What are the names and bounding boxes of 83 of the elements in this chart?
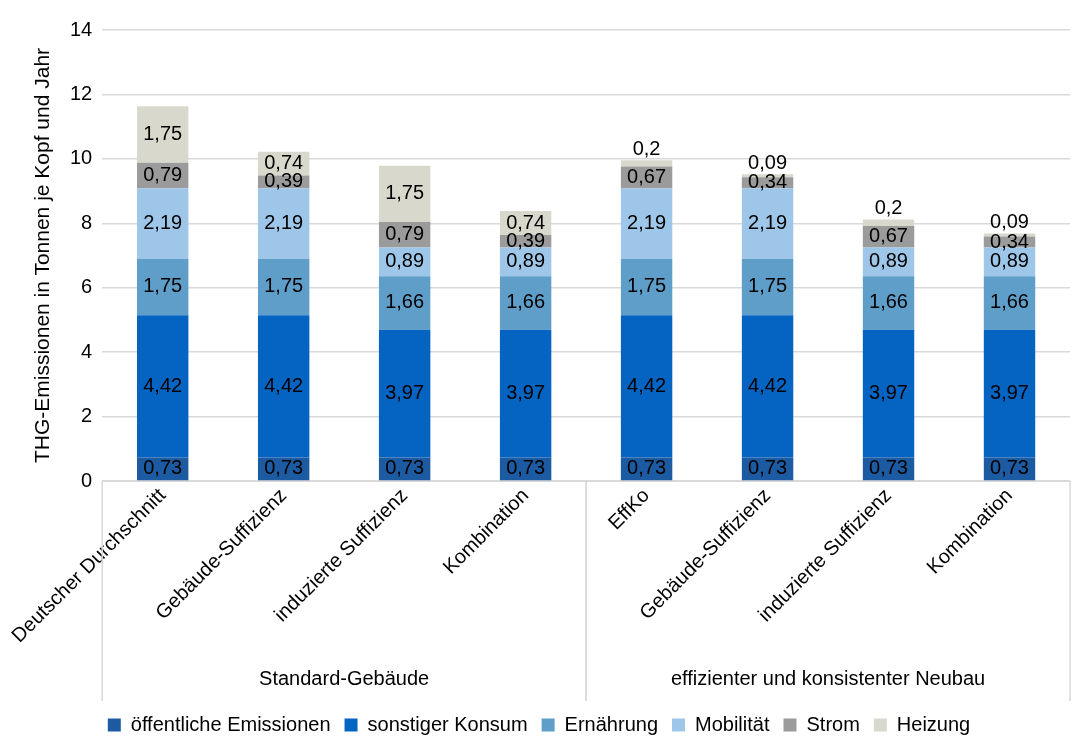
data-label: 0,73 xyxy=(748,456,788,479)
bar xyxy=(378,329,431,458)
bar xyxy=(136,315,189,458)
bar xyxy=(257,315,310,458)
data-label: 0,73 xyxy=(990,456,1029,479)
data-label: 0,67 xyxy=(627,164,667,187)
data-label: 0,89 xyxy=(869,249,909,272)
bar xyxy=(620,258,673,316)
data-label: 2,19 xyxy=(264,210,304,233)
bar xyxy=(257,258,310,316)
data-label: 3,97 xyxy=(506,381,546,404)
data-label: 1,75 xyxy=(264,274,304,297)
bar xyxy=(620,160,673,167)
data-label: 0,74 xyxy=(506,210,546,233)
bar xyxy=(862,219,915,226)
data-label: 0,09 xyxy=(748,150,788,173)
data-label: 1,75 xyxy=(143,122,183,145)
data-label: 3,97 xyxy=(385,381,425,404)
legend-label: Strom xyxy=(806,712,860,735)
data-label: 0,2 xyxy=(632,136,661,159)
data-label: 1,75 xyxy=(385,181,425,204)
y-tick-label: 12 xyxy=(69,81,93,104)
data-label: 4,42 xyxy=(627,373,667,396)
bar xyxy=(862,329,915,458)
data-label: 4,42 xyxy=(264,373,304,396)
data-label: 0,89 xyxy=(385,249,425,272)
data-label: 1,75 xyxy=(143,274,183,297)
bar xyxy=(499,276,552,330)
data-label: 4,42 xyxy=(143,373,183,396)
data-label: 1,66 xyxy=(506,290,546,313)
data-label: 0,74 xyxy=(264,151,304,174)
bar xyxy=(378,276,431,330)
y-tick-label: 8 xyxy=(81,210,93,233)
y-tick-label: 10 xyxy=(69,146,93,169)
data-label: 4,42 xyxy=(748,373,788,396)
data-label: 0,89 xyxy=(506,249,546,272)
legend-label: Mobilität xyxy=(695,712,770,735)
y-tick-label: 6 xyxy=(81,275,93,298)
bar xyxy=(741,258,794,316)
bar xyxy=(620,188,673,259)
bar xyxy=(378,165,431,223)
data-label: 0,67 xyxy=(869,224,909,247)
data-label: 0,73 xyxy=(869,456,909,479)
data-label: 1,66 xyxy=(990,290,1029,313)
data-label: 3,97 xyxy=(990,381,1029,404)
data-label: 2,19 xyxy=(143,210,183,233)
bar xyxy=(499,329,552,458)
bar xyxy=(983,276,1036,330)
text: Standard-Gebäude xyxy=(259,666,430,689)
y-tick-label: 4 xyxy=(81,339,93,362)
data-label: 0,73 xyxy=(385,456,425,479)
bar xyxy=(741,315,794,458)
data-label: 1,75 xyxy=(748,274,788,297)
data-label: 0,2 xyxy=(874,195,903,218)
data-label: 0,79 xyxy=(385,222,425,245)
y-tick-label: 0 xyxy=(81,468,93,491)
text: effizienter und konsistenter Neubau xyxy=(670,666,986,689)
data-label: 0,09 xyxy=(990,210,1029,233)
bar xyxy=(983,329,1036,458)
bar xyxy=(257,188,310,259)
legend-label: öffentliche Emissionen xyxy=(130,712,331,735)
bar xyxy=(620,315,673,458)
y-tick-label: 14 xyxy=(69,17,93,40)
data-label: 1,75 xyxy=(627,274,667,297)
bar xyxy=(136,188,189,259)
legend-label: Heizung xyxy=(896,712,971,735)
data-label: 2,19 xyxy=(748,210,788,233)
data-label: 1,66 xyxy=(385,290,425,313)
data-label: 0,73 xyxy=(506,456,546,479)
bar xyxy=(862,276,915,330)
data-label: 0,73 xyxy=(143,456,183,479)
y-axis-title: THG-Emissionen in Tonnen je Kopf und Jahr xyxy=(30,47,54,464)
data-label: 3,97 xyxy=(869,381,909,404)
y-tick-label: 2 xyxy=(81,404,93,427)
data-label: 0,79 xyxy=(143,162,183,185)
data-label: 2,19 xyxy=(627,210,667,233)
data-label: 0,73 xyxy=(627,456,667,479)
bar xyxy=(136,106,189,163)
data-label: 1,66 xyxy=(869,290,909,313)
legend-label: sonstiger Konsum xyxy=(367,712,528,735)
data-label: 0,73 xyxy=(264,456,304,479)
legend-label: Ernährung xyxy=(564,712,659,735)
bar xyxy=(136,258,189,316)
